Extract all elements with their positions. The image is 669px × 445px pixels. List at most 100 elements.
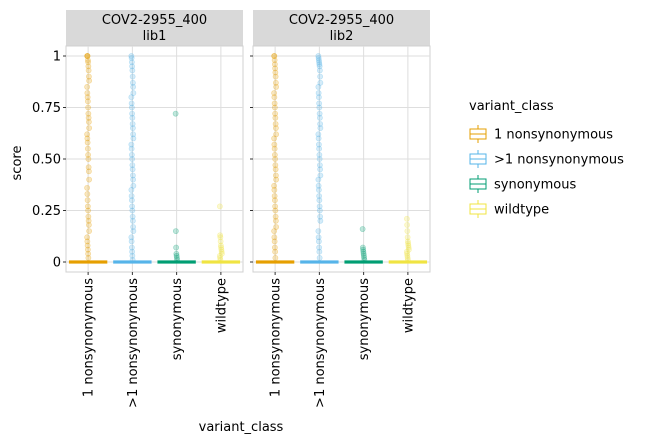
data-point xyxy=(272,207,279,214)
data-point xyxy=(128,94,135,101)
group--1-nonsynonymous xyxy=(300,53,339,264)
data-point xyxy=(85,217,92,224)
data-point xyxy=(317,125,324,132)
data-point xyxy=(129,213,136,220)
data-point xyxy=(271,53,278,59)
data-point xyxy=(129,203,136,210)
data-point xyxy=(86,125,93,132)
data-point xyxy=(129,156,136,162)
data-point xyxy=(317,166,324,173)
legend-item: synonymous xyxy=(469,175,576,193)
data-point xyxy=(218,248,225,255)
data-point xyxy=(272,125,279,132)
data-point xyxy=(316,100,323,107)
data-point xyxy=(315,135,322,142)
data-point xyxy=(85,156,92,162)
data-point xyxy=(405,246,412,253)
data-point xyxy=(128,234,135,241)
data-point xyxy=(272,114,279,121)
data-point xyxy=(271,53,278,59)
data-point xyxy=(129,166,136,173)
legend-label: synonymous xyxy=(494,178,576,193)
y-axis-title: score xyxy=(10,146,25,181)
data-point xyxy=(315,234,322,241)
data-point xyxy=(173,244,180,251)
data-point xyxy=(315,90,322,96)
legend: variant_class 1 nonsynonymous >1 nonsynon… xyxy=(469,99,624,218)
data-point xyxy=(404,250,411,257)
data-point xyxy=(128,238,135,245)
data-point xyxy=(130,90,137,96)
y-tick-label: 1 xyxy=(53,50,61,65)
data-point xyxy=(129,125,136,132)
data-point xyxy=(271,141,278,148)
data-point xyxy=(317,217,324,224)
data-point xyxy=(404,234,411,241)
x-tick-label: synonymous xyxy=(170,278,185,360)
data-point xyxy=(129,248,136,255)
data-point xyxy=(316,145,323,152)
data-point xyxy=(216,203,223,210)
data-point xyxy=(130,84,137,90)
data-point xyxy=(84,90,91,96)
data-point xyxy=(316,151,323,158)
data-point xyxy=(129,114,136,121)
data-point xyxy=(272,254,279,261)
facet-strip-sublabel: lib1 xyxy=(143,29,167,44)
data-point xyxy=(86,77,93,84)
data-point xyxy=(317,73,324,80)
data-point xyxy=(317,172,324,179)
data-point xyxy=(85,207,92,214)
data-point xyxy=(360,246,367,253)
group-wildtype xyxy=(201,203,241,264)
data-point xyxy=(316,59,323,66)
data-point xyxy=(217,232,224,239)
x-tick-label: synonymous xyxy=(357,278,372,360)
x-tick-label: 1 nonsynonymous xyxy=(82,278,97,397)
data-point xyxy=(359,226,366,232)
data-point xyxy=(316,254,323,261)
facet-strip xyxy=(66,10,243,46)
data-point xyxy=(271,238,278,245)
data-point xyxy=(316,110,323,117)
data-point xyxy=(316,244,323,251)
x-tick-label: 1 nonsynonymous xyxy=(269,278,284,397)
data-point xyxy=(316,104,323,111)
data-point xyxy=(272,162,279,169)
data-point xyxy=(218,246,225,253)
data-point xyxy=(217,242,224,249)
data-point xyxy=(130,182,137,189)
data-point xyxy=(316,61,323,68)
data-point xyxy=(273,224,280,230)
data-point xyxy=(316,193,323,199)
data-point xyxy=(315,55,322,61)
legend-item: wildtype xyxy=(469,200,549,218)
legend-title: variant_class xyxy=(469,99,554,114)
data-point xyxy=(128,59,135,66)
data-point xyxy=(271,244,278,251)
data-point xyxy=(173,250,180,257)
facet-strip-label: COV2-2955_400 xyxy=(102,13,207,28)
data-point xyxy=(84,53,91,59)
data-point xyxy=(403,215,410,222)
data-point xyxy=(316,114,323,121)
legend-label: >1 nonsynonymous xyxy=(494,153,624,168)
data-point xyxy=(315,182,322,189)
data-point xyxy=(272,166,279,173)
data-point xyxy=(272,248,279,255)
data-point xyxy=(405,244,412,251)
data-point xyxy=(85,67,92,74)
data-point xyxy=(272,217,279,224)
data-point xyxy=(129,79,136,86)
data-point xyxy=(271,57,278,64)
data-point xyxy=(129,63,136,70)
data-point xyxy=(85,151,92,158)
data-point xyxy=(129,217,136,224)
data-point xyxy=(272,172,279,179)
data-point xyxy=(272,156,279,162)
data-point xyxy=(360,248,367,255)
data-point xyxy=(128,197,135,204)
